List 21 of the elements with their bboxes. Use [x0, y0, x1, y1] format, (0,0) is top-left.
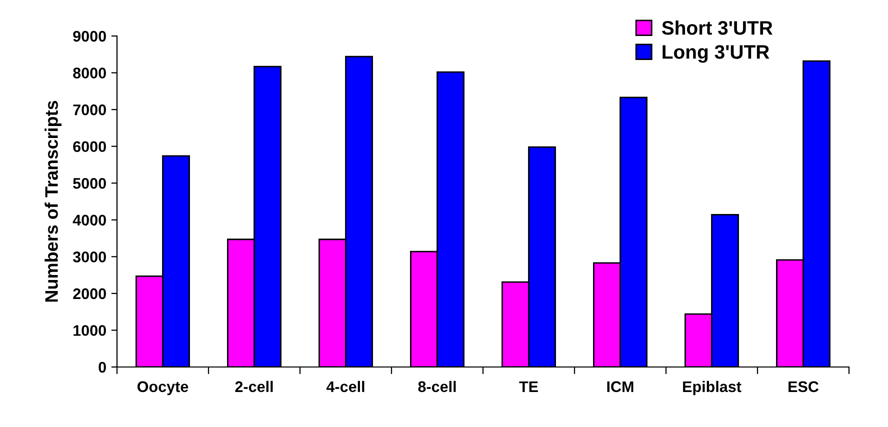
y-tick-label: 6000 — [73, 141, 106, 152]
y-tick-label: 4000 — [72, 214, 106, 226]
x-tick-label: Epiblast — [683, 380, 742, 396]
y-tick-label: 2000 — [73, 288, 106, 300]
x-tick-label: ESC — [788, 381, 819, 392]
x-tick-label: 4-cell — [326, 380, 364, 392]
y-tick-label: 7000 — [73, 104, 106, 116]
y-tick-label: 0 — [98, 362, 106, 373]
x-tick-label: Oocyte — [137, 381, 188, 396]
x-tick-label: ICM — [607, 381, 634, 392]
x-tick-label: TE — [519, 381, 538, 392]
y-tick-label: 8000 — [73, 68, 106, 78]
y-axis-title: Numbers of Transcripts — [44, 100, 62, 302]
y-tick-label: 1000 — [74, 325, 106, 336]
y-tick-label: 5000 — [73, 178, 106, 189]
legend-label: Long 3'UTR — [662, 45, 770, 63]
y-tick-label: 9000 — [73, 30, 106, 42]
legend-label: Short 3'UTR — [662, 20, 773, 35]
x-tick-label: 2-cell — [235, 380, 273, 392]
y-tick-label: 3000 — [72, 252, 106, 262]
x-tick-label: 8-cell — [418, 380, 456, 392]
